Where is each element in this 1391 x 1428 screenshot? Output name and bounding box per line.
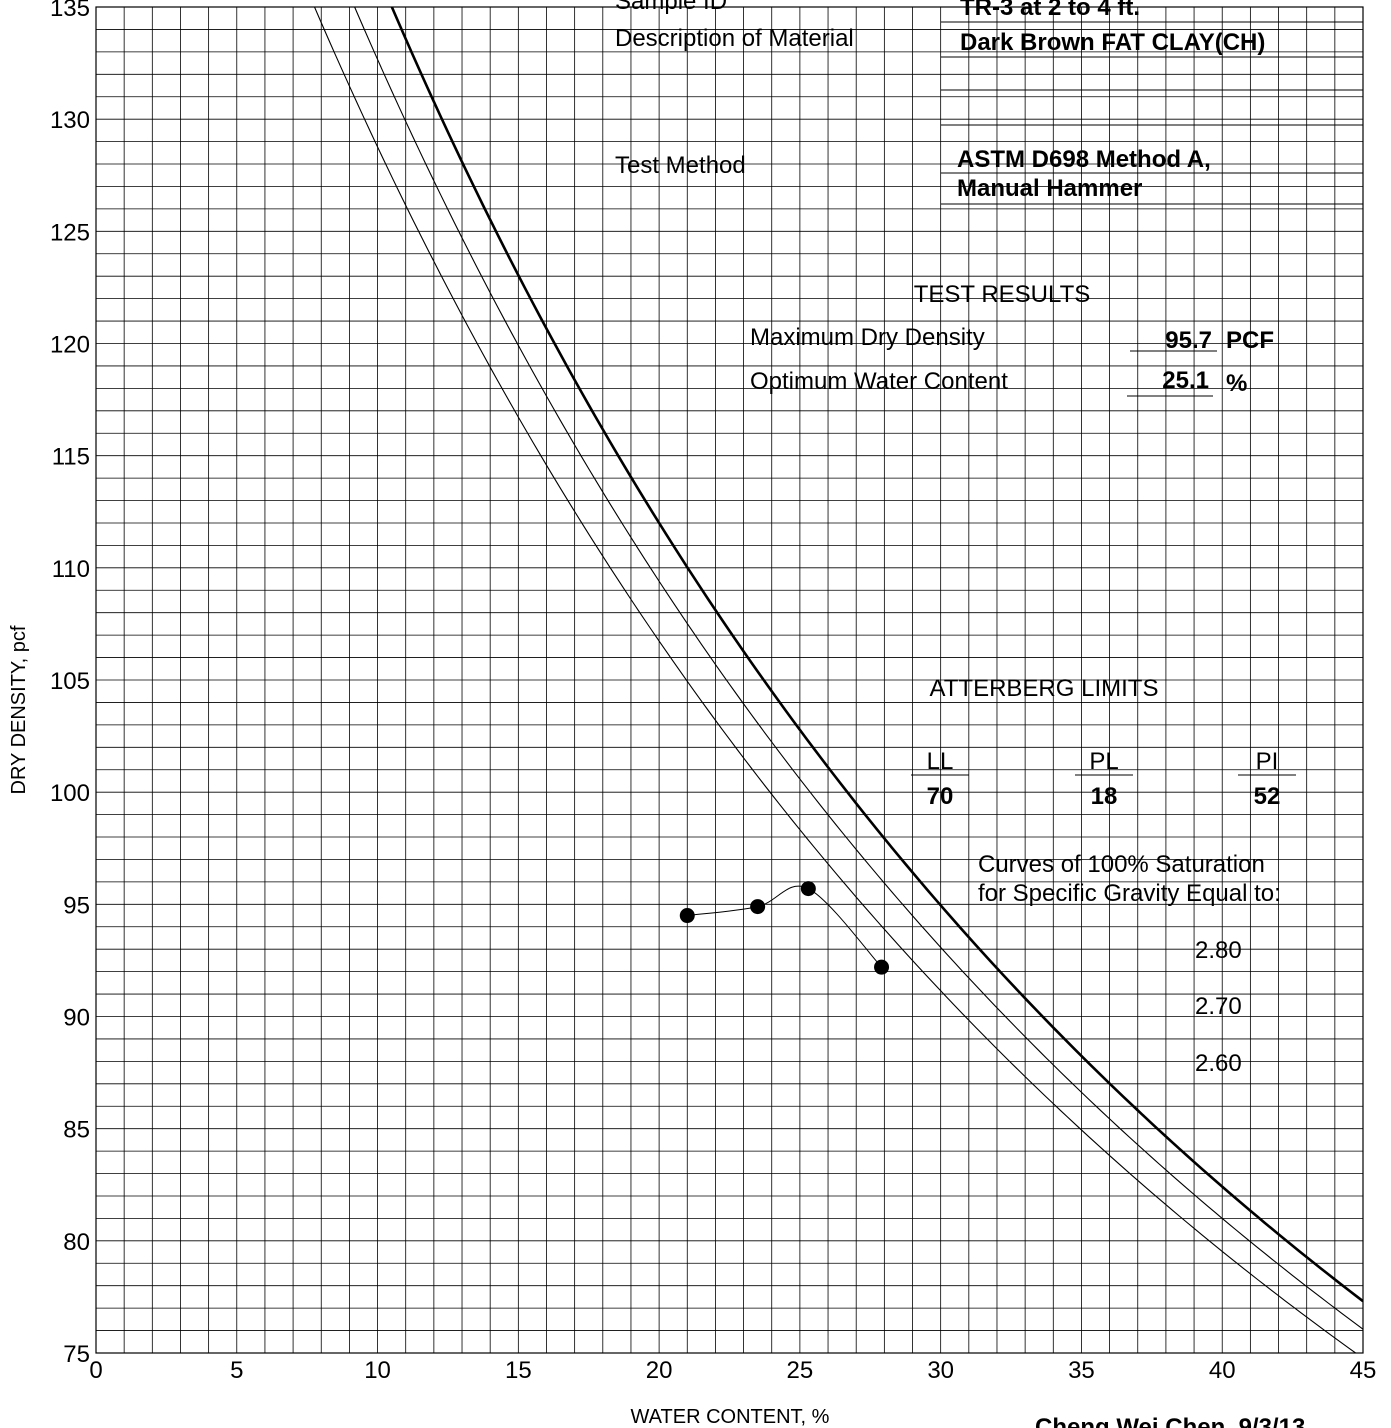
y-tick-label: 135	[50, 0, 90, 22]
y-tick-label: 90	[63, 1005, 90, 1032]
mdd-value: 95.7	[1165, 327, 1212, 354]
test-method-line1: ASTM D698 Method A,	[957, 146, 1211, 173]
test-results-heading: TEST RESULTS	[914, 281, 1090, 308]
owc-value: 25.1	[1162, 367, 1209, 394]
x-tick-label: 30	[927, 1357, 954, 1384]
x-tick-label: 20	[646, 1357, 673, 1384]
data-point	[750, 899, 766, 915]
sample-id-value: TR-3 at 2 to 4 ft.	[960, 0, 1140, 21]
x-tick-label: 35	[1068, 1357, 1095, 1384]
y-axis-label: DRY DENSITY, pcf	[8, 625, 30, 794]
y-tick-label: 105	[50, 668, 90, 695]
signature: Cheng Wei Chen, 9/3/13	[1035, 1414, 1305, 1428]
y-tick-label: 100	[50, 780, 90, 807]
pi-value: 52	[1254, 783, 1281, 810]
y-tick-label: 75	[63, 1341, 90, 1368]
plot-frame	[95, 6, 1364, 1354]
y-tick-label: 110	[52, 556, 90, 583]
x-tick-label: 5	[230, 1357, 243, 1384]
saturation-curve-gs-2-7	[354, 7, 1363, 1330]
saturation-curve-gs-2-8	[390, 7, 1363, 1303]
atterberg-heading: ATTERBERG LIMITS	[930, 675, 1159, 702]
data-point	[679, 908, 695, 924]
x-tick-label: 15	[505, 1357, 532, 1384]
plot-grid	[95, 6, 1364, 1354]
y-tick-label: 80	[63, 1229, 90, 1256]
saturation-curves	[313, 7, 1363, 1353]
y-tick-labels: 75 80 85 90 95 100 105 110 115 120 125 130 135	[50, 0, 90, 1368]
x-tick-labels: 0 5 10 15 20 25 30 35 40 45	[89, 1357, 1376, 1384]
x-axis-label: WATER CONTENT, %	[631, 1406, 830, 1428]
owc-label: Optimum Water Content	[750, 368, 1008, 395]
y-tick-label: 95	[63, 892, 90, 919]
test-method-line2: Manual Hammer	[957, 175, 1142, 202]
mdd-label: Maximum Dry Density	[750, 324, 985, 351]
data-point	[800, 881, 816, 897]
x-tick-label: 0	[89, 1357, 102, 1384]
x-tick-label: 25	[787, 1357, 814, 1384]
x-tick-label: 40	[1209, 1357, 1236, 1384]
x-tick-label: 10	[364, 1357, 391, 1384]
compaction-fit-line	[687, 885, 882, 968]
y-tick-label: 125	[50, 219, 90, 246]
data-point	[874, 959, 890, 975]
test-method-label: Test Method	[615, 152, 746, 179]
pl-value: 18	[1091, 783, 1118, 810]
owc-unit: %	[1226, 370, 1247, 397]
y-tick-label: 130	[50, 107, 90, 134]
ll-value: 70	[927, 783, 954, 810]
gs-2-80: 2.80	[1195, 937, 1242, 964]
y-tick-label: 115	[52, 444, 90, 471]
pl-label: PL	[1089, 748, 1118, 775]
description-label: Description of Material	[615, 25, 854, 52]
gs-2-70: 2.70	[1195, 993, 1242, 1020]
sample-id-label: Sample ID	[615, 0, 727, 15]
y-tick-label: 85	[63, 1117, 90, 1144]
gs-2-60: 2.60	[1195, 1050, 1242, 1077]
description-value: Dark Brown FAT CLAY(CH)	[960, 29, 1265, 56]
compaction-curve	[687, 885, 882, 968]
saturation-note-line1: Curves of 100% Saturation	[978, 851, 1265, 878]
compaction-points	[679, 881, 890, 975]
saturation-curve-gs-2-6	[313, 7, 1357, 1353]
x-tick-label: 45	[1350, 1357, 1377, 1384]
ll-label: LL	[927, 748, 954, 775]
pi-label: PI	[1256, 748, 1279, 775]
saturation-note-line2: for Specific Gravity Equal to:	[978, 880, 1281, 907]
mdd-unit: PCF	[1226, 327, 1274, 354]
y-tick-label: 120	[50, 332, 90, 359]
